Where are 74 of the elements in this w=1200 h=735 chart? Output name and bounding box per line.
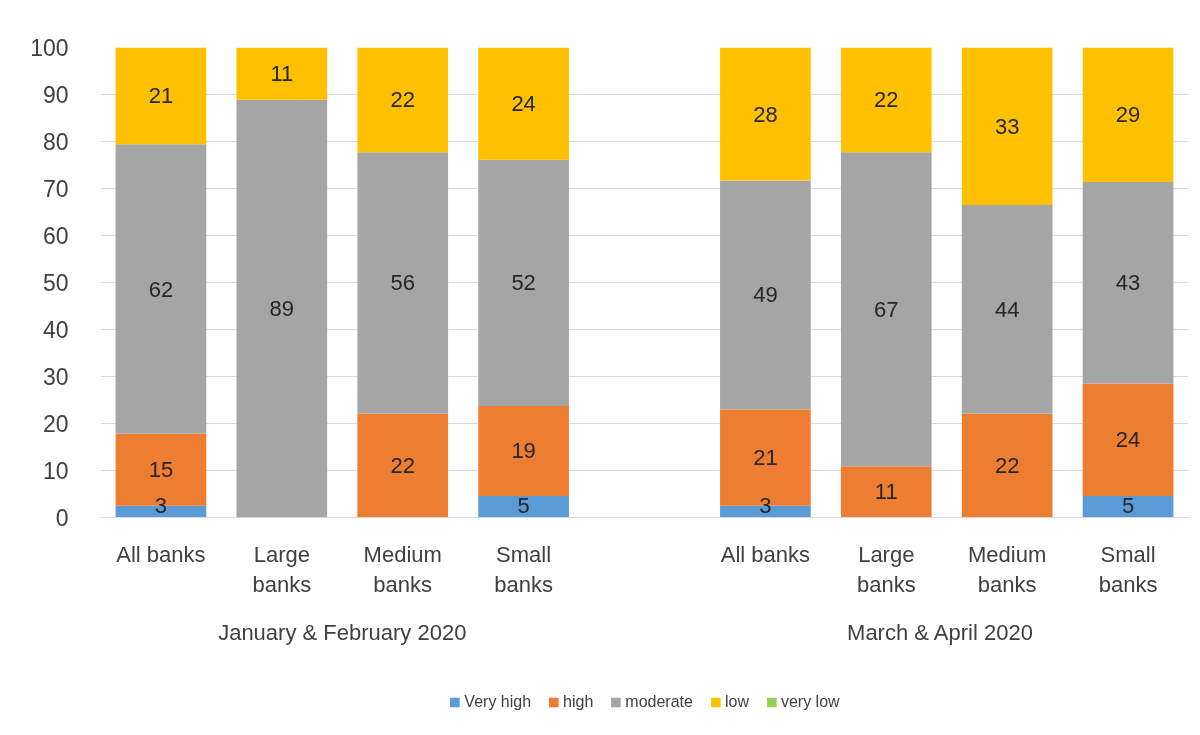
legend-label: low <box>724 693 749 711</box>
bar <box>840 152 932 467</box>
data-label: 28 <box>753 101 778 127</box>
y-tick-label: 10 <box>42 458 69 484</box>
text: January & February 2020 <box>218 619 467 645</box>
data-label: 11 <box>270 61 294 87</box>
data-label: 44 <box>994 296 1020 322</box>
x-tick-label: All banks <box>720 541 811 567</box>
bar <box>236 47 328 100</box>
data-label: 67 <box>874 296 899 322</box>
legend-label: high <box>563 693 594 711</box>
data-label: 89 <box>269 296 295 322</box>
data-label: 22 <box>994 453 1020 479</box>
data-label: 56 <box>390 270 415 296</box>
data-label: 22 <box>390 453 415 479</box>
data-label: 22 <box>874 87 899 113</box>
y-tick-label: 90 <box>42 82 69 108</box>
bar <box>720 180 811 410</box>
legend-label: very low <box>780 693 840 711</box>
y-tick-label: 80 <box>42 129 69 155</box>
data-label: 5 <box>517 492 530 518</box>
x-tick-label: Large banks <box>252 541 312 597</box>
text: March & April 2020 <box>847 619 1033 645</box>
data-label: 29 <box>1115 102 1141 128</box>
y-tick-label: 100 <box>30 35 69 61</box>
data-label: 21 <box>148 83 174 109</box>
y-tick-label: 20 <box>42 411 69 437</box>
y-tick-label: 50 <box>42 270 69 296</box>
data-label: 43 <box>1115 270 1141 296</box>
bar <box>357 152 449 414</box>
data-label: 24 <box>511 91 536 117</box>
bar <box>357 47 449 153</box>
bar <box>840 47 932 153</box>
y-tick-label: 0 <box>55 505 69 531</box>
x-tick-label: Small banks <box>494 541 553 597</box>
bar <box>961 204 1053 414</box>
x-tick-label: Large banks <box>856 541 916 597</box>
y-tick-label: 70 <box>42 176 69 202</box>
data-label: 21 <box>753 445 778 471</box>
data-label: 11 <box>874 479 898 505</box>
data-label: 52 <box>511 270 536 296</box>
data-label: 15 <box>148 457 174 483</box>
data-label: 5 <box>1121 492 1135 518</box>
bar <box>357 413 449 518</box>
bar <box>1082 47 1174 182</box>
bar <box>961 47 1053 205</box>
bar <box>961 413 1053 518</box>
data-label: 24 <box>1115 427 1141 453</box>
data-label: 19 <box>511 438 536 464</box>
bar <box>478 47 569 160</box>
bar <box>1082 495 1174 518</box>
y-tick-label: 30 <box>42 364 69 390</box>
data-label: 62 <box>148 276 174 302</box>
x-tick-label: Medium banks <box>363 541 442 597</box>
bar <box>115 144 207 434</box>
bar <box>840 466 932 518</box>
data-label: 22 <box>390 87 415 113</box>
bar <box>478 406 569 496</box>
bar <box>478 159 569 407</box>
data-label: 33 <box>994 113 1020 139</box>
bar <box>720 47 811 181</box>
bar <box>1082 383 1174 496</box>
legend-label: Very high <box>464 693 532 711</box>
x-tick-label: All banks <box>116 541 206 567</box>
y-tick-label: 40 <box>42 317 69 343</box>
bar <box>115 47 207 145</box>
bar <box>478 495 569 518</box>
x-tick-label: Medium banks <box>968 541 1047 597</box>
data-label: 49 <box>753 282 778 308</box>
legend-label: moderate <box>625 693 693 711</box>
bar <box>236 99 328 518</box>
y-tick-label: 60 <box>42 223 69 249</box>
x-tick-label: Small banks <box>1098 541 1158 597</box>
bar <box>1082 181 1174 384</box>
